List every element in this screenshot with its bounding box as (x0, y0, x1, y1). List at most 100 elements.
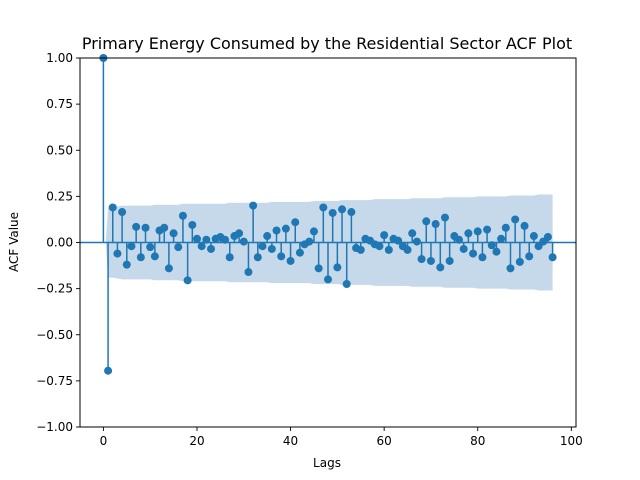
acf-point-lag-71 (431, 220, 440, 229)
acf-point-lag-84 (492, 247, 501, 256)
y-tick-label: 0.00 (46, 236, 73, 250)
acf-point-lag-85 (497, 234, 506, 243)
acf-point-lag-11 (150, 252, 159, 261)
y-tick-label: −0.25 (36, 282, 73, 296)
acf-point-lag-65 (403, 245, 412, 254)
acf-point-lag-59 (375, 242, 384, 251)
acf-point-lag-40 (286, 256, 295, 265)
acf-point-lag-44 (305, 237, 314, 246)
x-tick-label: 60 (377, 434, 392, 448)
acf-point-lag-66 (408, 229, 417, 238)
x-tick-label: 20 (189, 434, 204, 448)
marker-layer (99, 54, 557, 375)
acf-point-lag-34 (258, 242, 267, 251)
y-axis-label: ACF Value (7, 212, 21, 272)
acf-point-lag-46 (314, 264, 323, 273)
y-tick-label: 1.00 (46, 51, 73, 65)
acf-point-lag-16 (174, 243, 183, 252)
acf-point-lag-68 (417, 255, 426, 264)
acf-point-lag-90 (520, 221, 529, 230)
acf-point-lag-26 (221, 235, 230, 244)
acf-point-lag-96 (548, 253, 557, 262)
y-tick-label: −1.00 (36, 420, 73, 434)
x-axis-label: Lags (313, 456, 341, 470)
acf-point-lag-69 (422, 217, 431, 226)
acf-point-lag-19 (188, 220, 197, 229)
acf-point-lag-31 (244, 268, 253, 277)
acf-point-lag-18 (183, 276, 192, 285)
acf-point-lag-27 (225, 253, 234, 262)
acf-point-lag-74 (445, 256, 454, 265)
acf-point-lag-41 (291, 218, 300, 227)
x-axis-ticks: 0 20 40 60 80 100 (100, 427, 583, 448)
y-tick-label: 0.75 (46, 97, 73, 111)
acf-point-lag-63 (394, 236, 403, 245)
acf-point-lag-61 (384, 245, 393, 254)
acf-point-lag-37 (272, 226, 281, 235)
acf-point-lag-32 (249, 201, 258, 210)
y-tick-label: 0.25 (46, 189, 73, 203)
acf-point-lag-48 (324, 275, 332, 284)
acf-point-lag-50 (333, 263, 342, 272)
acf-point-lag-4 (118, 208, 127, 217)
acf-point-lag-17 (178, 211, 187, 220)
acf-point-lag-72 (436, 263, 445, 272)
x-tick-label: 80 (470, 434, 485, 448)
acf-point-lag-53 (347, 208, 356, 217)
x-tick-label: 40 (283, 434, 298, 448)
acf-point-lag-86 (501, 223, 510, 232)
acf-point-lag-21 (197, 242, 206, 251)
acf-point-lag-39 (281, 224, 290, 233)
x-tick-label: 100 (560, 434, 583, 448)
acf-point-lag-49 (328, 208, 337, 217)
acf-point-lag-77 (459, 244, 468, 253)
acf-point-lag-88 (511, 215, 520, 224)
acf-point-lag-70 (426, 256, 435, 265)
acf-point-lag-89 (515, 257, 524, 266)
acf-point-lag-30 (239, 237, 248, 246)
acf-point-lag-91 (525, 252, 534, 261)
acf-point-lag-23 (207, 244, 216, 253)
acf-point-lag-20 (192, 234, 201, 243)
acf-point-lag-8 (136, 253, 145, 262)
acf-point-lag-5 (122, 260, 131, 269)
plot-area (79, 54, 577, 428)
acf-point-lag-7 (132, 222, 141, 231)
acf-point-lag-45 (309, 227, 318, 236)
acf-point-lag-47 (319, 203, 328, 212)
acf-point-lag-38 (277, 252, 286, 261)
y-tick-label: −0.75 (36, 374, 73, 388)
acf-point-lag-2 (108, 203, 117, 212)
acf-point-lag-52 (342, 280, 351, 289)
acf-point-lag-60 (380, 231, 389, 240)
acf-point-lag-42 (295, 248, 304, 257)
acf-point-lag-9 (141, 223, 150, 232)
y-axis-ticks: −1.00 −0.75 −0.50 −0.25 0.00 0.25 0.50 0.75 1.00 (36, 51, 80, 434)
acf-point-lag-10 (146, 243, 155, 252)
acf-point-lag-81 (478, 253, 487, 262)
acf-point-lag-92 (529, 232, 538, 241)
acf-point-lag-15 (169, 229, 178, 238)
acf-point-lag-22 (202, 235, 211, 244)
acf-point-lag-76 (455, 235, 464, 244)
acf-point-lag-83 (487, 241, 496, 250)
acf-point-lag-82 (483, 225, 492, 234)
x-tick-label: 0 (100, 434, 108, 448)
acf-point-lag-78 (464, 229, 473, 238)
acf-point-lag-79 (469, 249, 478, 258)
acf-point-lag-51 (338, 205, 347, 214)
y-tick-label: −0.50 (36, 328, 73, 342)
acf-point-lag-6 (127, 242, 136, 251)
acf-point-lag-67 (412, 237, 421, 246)
chart-title: Primary Energy Consumed by the Residenti… (82, 34, 572, 53)
acf-point-lag-3 (113, 249, 122, 258)
acf-point-lag-1 (104, 366, 113, 375)
acf-point-lag-36 (267, 244, 276, 253)
acf-point-lag-29 (235, 229, 244, 238)
acf-point-lag-33 (253, 253, 262, 262)
acf-point-lag-13 (160, 223, 169, 232)
acf-point-lag-14 (164, 264, 173, 273)
acf-point-lag-95 (543, 232, 552, 241)
acf-point-lag-73 (440, 213, 449, 222)
y-tick-label: 0.50 (46, 143, 73, 157)
